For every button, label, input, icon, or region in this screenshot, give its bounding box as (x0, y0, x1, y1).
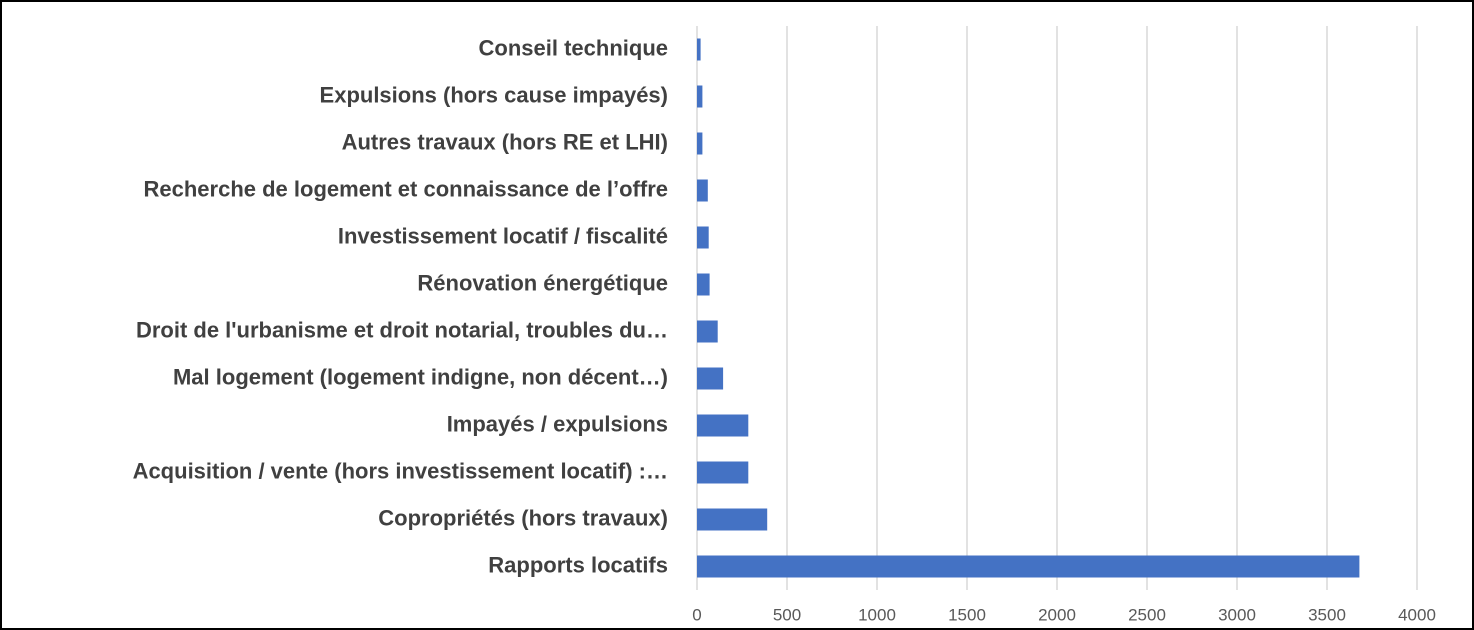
y-tick-label: Mal logement (logement indigne, non déce… (173, 364, 668, 389)
bar (697, 555, 1360, 578)
y-tick-label: Autres travaux (hors RE et LHI) (342, 129, 668, 154)
bar (697, 38, 701, 61)
y-tick-label: Copropriétés (hors travaux) (378, 505, 668, 530)
y-tick-label: Expulsions (hors cause impayés) (320, 82, 668, 107)
bar (697, 508, 768, 531)
y-tick-label: Impayés / expulsions (447, 411, 668, 436)
bar (697, 132, 703, 155)
x-tick-label: 0 (692, 605, 701, 624)
bar (697, 179, 708, 202)
y-tick-label: Conseil technique (479, 35, 668, 60)
y-tick-label: Recherche de logement et connaissance de… (144, 176, 669, 201)
bar (697, 273, 710, 296)
bar (697, 320, 718, 343)
y-tick-label: Investissement locatif / fiscalité (338, 223, 668, 248)
x-tick-label: 1500 (948, 605, 986, 624)
bar (697, 226, 709, 249)
y-tick-label: Droit de l'urbanisme et droit notarial, … (136, 317, 668, 342)
x-tick-label: 2500 (1128, 605, 1166, 624)
x-tick-label: 3500 (1308, 605, 1346, 624)
x-tick-label: 500 (773, 605, 801, 624)
bar (697, 461, 749, 484)
bar (697, 367, 724, 390)
bar (697, 85, 703, 108)
y-tick-label: Acquisition / vente (hors investissement… (133, 458, 668, 483)
y-tick-label: Rénovation énergétique (417, 270, 668, 295)
bar (697, 414, 749, 437)
y-tick-label: Rapports locatifs (488, 552, 668, 577)
x-tick-label: 4000 (1398, 605, 1436, 624)
x-tick-label: 1000 (858, 605, 896, 624)
x-tick-label: 3000 (1218, 605, 1256, 624)
x-tick-label: 2000 (1038, 605, 1076, 624)
